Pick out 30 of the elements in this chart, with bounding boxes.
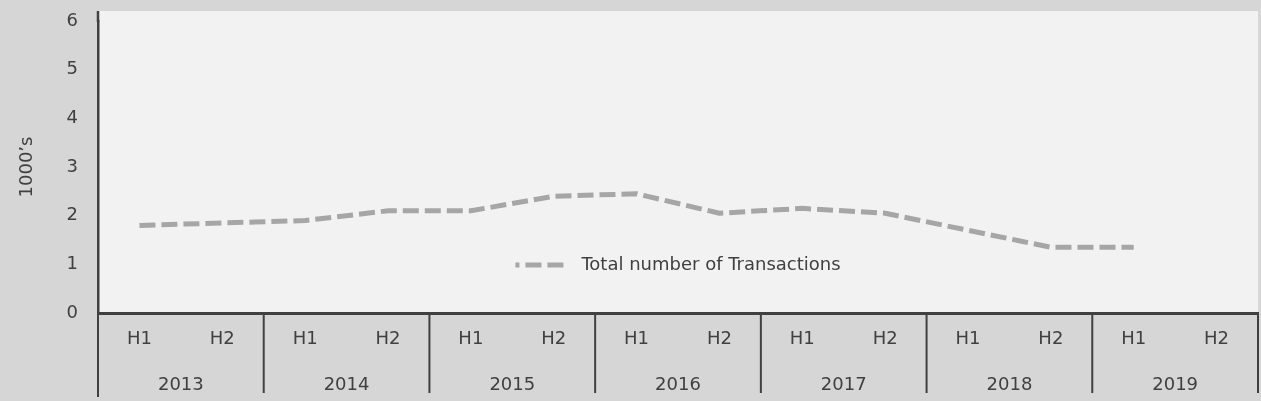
x-tick-label: H1: [292, 327, 318, 349]
x-tick-label: H1: [1121, 327, 1147, 349]
y-tick-label: 4: [66, 106, 78, 128]
text: 2016: [655, 372, 701, 394]
x-tick-label: H2: [209, 327, 235, 349]
y-tick-label: 0: [66, 300, 78, 322]
x-tick-label: H2: [872, 327, 898, 349]
x-tick-label: H2: [706, 327, 732, 349]
text: 2017: [820, 372, 867, 394]
x-tick-label: H1: [624, 327, 650, 349]
y-tick-label: 2: [66, 203, 78, 225]
x-tick-label: H2: [1204, 327, 1230, 349]
text: 2015: [489, 372, 536, 394]
x-tick-label: H1: [458, 327, 484, 349]
y-tick-label: 6: [66, 8, 78, 30]
y-tick-label: 3: [66, 154, 78, 176]
x-tick-label: H1: [955, 327, 981, 349]
legend-label: Total number of Transactions: [580, 252, 841, 274]
x-tick-label: H1: [789, 327, 815, 349]
x-tick-label: H2: [375, 327, 401, 349]
text: 2013: [157, 372, 204, 394]
text: 2014: [323, 372, 370, 394]
y-tick-label: 5: [66, 57, 78, 79]
text: 2019: [1152, 372, 1199, 394]
x-tick-label: H2: [1038, 327, 1064, 349]
y-tick-label: 1: [66, 252, 78, 274]
y-axis-title: 1000’s: [15, 136, 37, 198]
text: 2018: [986, 372, 1033, 394]
x-tick-label: H1: [126, 327, 152, 349]
x-tick-label: H2: [541, 327, 567, 349]
